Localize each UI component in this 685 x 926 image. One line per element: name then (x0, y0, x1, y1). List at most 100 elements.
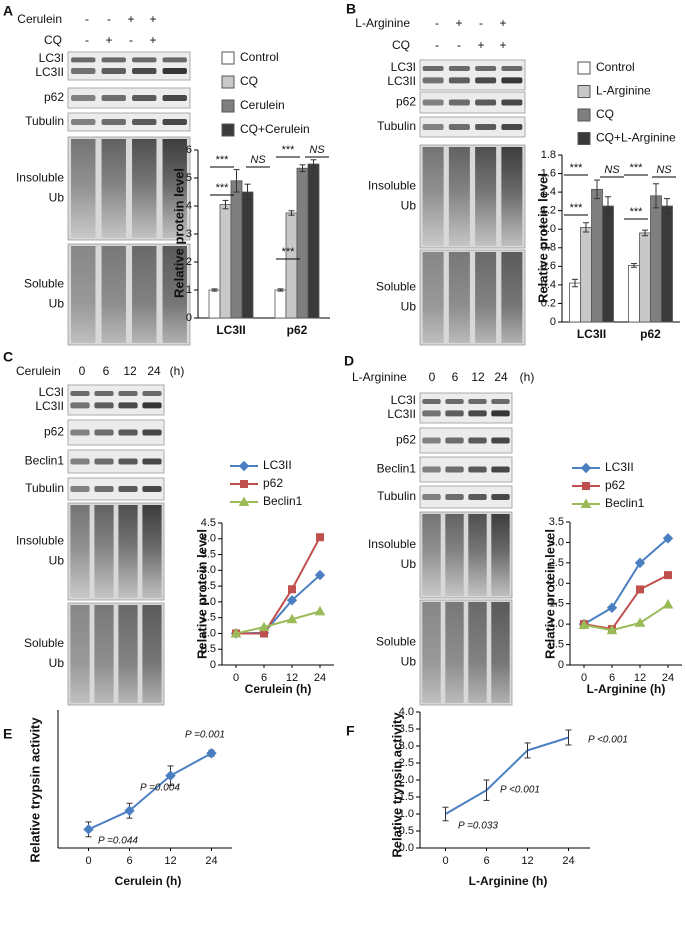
lane-label: + (149, 12, 156, 26)
blot-band (448, 77, 470, 84)
bar (569, 282, 581, 323)
blot-band (448, 99, 470, 106)
blot-row-label: LC3II (387, 74, 416, 88)
annotation: *** (570, 202, 584, 214)
blot-band (445, 494, 464, 500)
blot-band (468, 399, 487, 404)
blot-band (132, 68, 157, 75)
series-line (236, 536, 321, 635)
series-line (88, 752, 212, 831)
blot-band (101, 95, 126, 101)
marker (83, 824, 94, 835)
blot-row-label: Tubulin (377, 489, 416, 503)
marker (258, 621, 270, 632)
blot-smear (71, 246, 96, 343)
blot-smear (501, 147, 523, 246)
blot-frame (67, 449, 165, 474)
blot-row-label: Tubulin (25, 481, 64, 495)
x-tick-label: LC3II (216, 323, 245, 337)
blot-row-label: LC3I (391, 393, 416, 407)
lane-label: 0 (79, 364, 86, 378)
legend-label: L-Arginine (596, 84, 651, 98)
blot-row-label: Tubulin (377, 119, 416, 133)
blot-row-label: Soluble (376, 635, 416, 649)
blot-smear (101, 139, 126, 238)
blot-row-label: Beclin1 (377, 462, 417, 476)
blot-band (101, 119, 126, 125)
blot-band (94, 429, 114, 436)
blot-frame (67, 112, 191, 132)
blot-band (118, 486, 138, 492)
series-line (235, 574, 321, 635)
lane-label: - (107, 12, 111, 26)
bar (208, 289, 221, 319)
annotation: *** (216, 154, 230, 166)
x-tick-label: 6 (483, 855, 489, 867)
marker (286, 613, 298, 624)
blot-smear (118, 505, 138, 598)
annotation: *** (282, 144, 296, 156)
blot-row-label: p62 (44, 425, 64, 439)
bar (591, 188, 603, 323)
blot-row-label: Insoluble (368, 179, 416, 193)
bar (274, 289, 287, 319)
annotation: *** (570, 162, 584, 174)
marker (238, 460, 250, 472)
lane-label: + (499, 16, 506, 30)
lane-label: - (479, 16, 483, 30)
marker (124, 805, 135, 816)
blot-smear (422, 514, 441, 596)
blot-band (101, 57, 126, 63)
blot-row-label: Ub (401, 300, 417, 314)
legend-swatch (221, 99, 235, 113)
blot-smear (142, 505, 162, 598)
blot-smear (132, 139, 157, 238)
y-tick-label: 0.5 (201, 643, 216, 655)
x-axis-label: L-Arginine (h) (587, 682, 666, 696)
blot-band (422, 494, 441, 500)
blot-band (71, 57, 96, 63)
blot-band (94, 402, 114, 409)
marker (634, 557, 646, 569)
blot-frame (419, 392, 513, 424)
marker (636, 585, 644, 594)
x-tick-label: 0 (581, 672, 587, 684)
annotation: NS (656, 164, 672, 176)
legend-label: CQ (240, 74, 258, 88)
annotation: P =0.001 (185, 730, 225, 741)
lane-label: - (85, 33, 89, 47)
blot-row-label: LC3I (39, 51, 64, 65)
blot-frame (419, 485, 513, 509)
y-axis-label: Relative protein level (542, 529, 557, 659)
y-tick-label: 3.0 (201, 564, 216, 576)
blot-band (475, 124, 497, 130)
lane-label: - (435, 16, 439, 30)
y-axis-label: Relative protein level (171, 168, 186, 298)
blot-band (142, 429, 162, 436)
bar (580, 226, 592, 323)
lane-label: - (457, 38, 461, 52)
blot-band (71, 119, 96, 125)
marker (606, 624, 618, 635)
marker (206, 748, 217, 759)
blot-band (468, 437, 487, 444)
blot-band (142, 402, 162, 409)
panel-letter: A (3, 3, 13, 19)
blot-band (468, 466, 487, 473)
x-tick-label: 12 (164, 855, 176, 867)
blot-band (162, 57, 187, 63)
blot-band (422, 410, 441, 417)
bar (241, 191, 254, 319)
legend-swatch (221, 75, 235, 89)
blot-band (70, 402, 90, 409)
blot-frame (419, 59, 526, 91)
y-tick-label: 3.5 (549, 516, 564, 528)
blot-row-label: LC3II (35, 65, 64, 79)
blot-row-label: LC3II (387, 407, 416, 421)
blot-band (422, 99, 444, 106)
lane-label: 12 (471, 370, 485, 384)
blot-smear (132, 246, 157, 343)
x-tick-label: 0 (233, 672, 239, 684)
marker (314, 605, 326, 616)
blot-smear (491, 602, 510, 703)
